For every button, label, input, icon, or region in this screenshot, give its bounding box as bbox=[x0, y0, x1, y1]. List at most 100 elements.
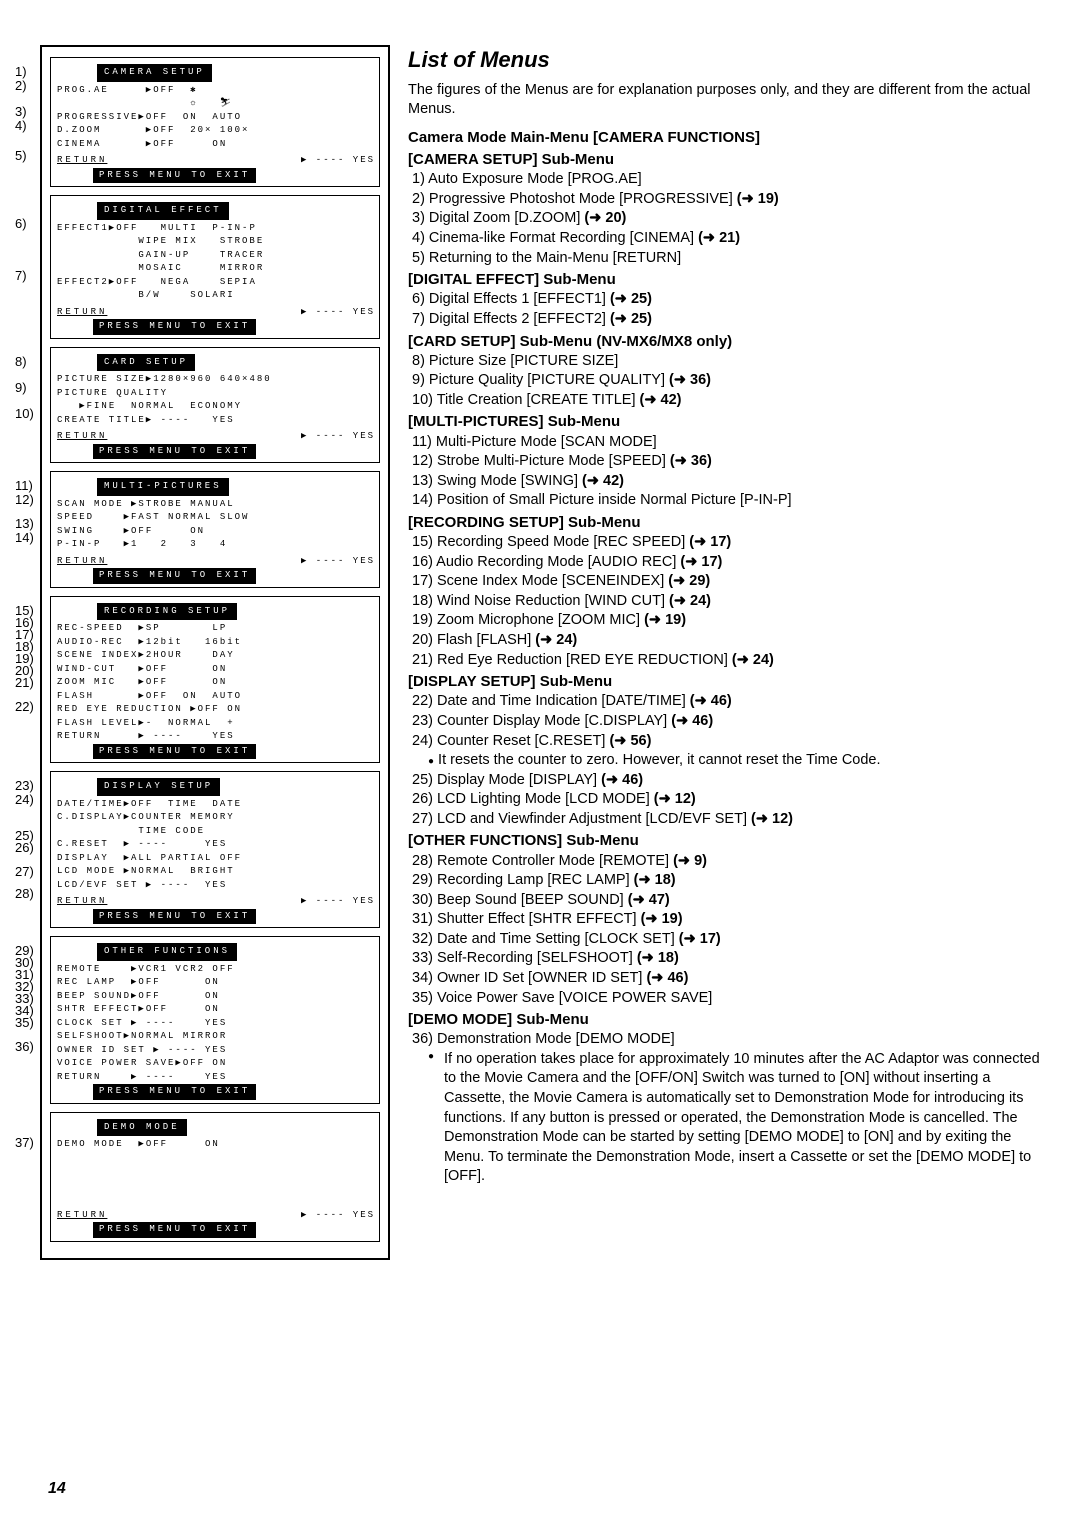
screen-title: DISPLAY SETUP bbox=[97, 778, 220, 796]
callout-number: 37) bbox=[15, 1133, 34, 1153]
menu-row: ☼ ⛷ bbox=[57, 97, 375, 111]
list-item: 3) Digital Zoom [D.ZOOM] (➜ 20) bbox=[408, 209, 1040, 229]
return-yes: ▶ ---- YES bbox=[301, 306, 375, 320]
section-header: [CAMERA SETUP] Sub-Menu bbox=[408, 150, 1040, 170]
menu-row: LCD/EVF SET ▶ ---- YES bbox=[57, 879, 375, 893]
callout-number: 22) bbox=[15, 697, 34, 717]
screen-title: OTHER FUNCTIONS bbox=[97, 943, 237, 961]
return-yes: ▶ ---- YES bbox=[301, 430, 375, 444]
callout-number: 7) bbox=[15, 266, 27, 286]
list-item: 23) Counter Display Mode [C.DISPLAY] (➜ … bbox=[408, 712, 1040, 732]
screen-title: CAMERA SETUP bbox=[97, 64, 212, 82]
title: List of Menus bbox=[408, 45, 1040, 75]
callout-number: 12) bbox=[15, 490, 34, 510]
list-item: 36) Demonstration Mode [DEMO MODE] bbox=[408, 1030, 1040, 1050]
menu-row bbox=[57, 1152, 375, 1166]
screen-title: MULTI-PICTURES bbox=[97, 478, 229, 496]
page-number: 14 bbox=[48, 1480, 66, 1498]
callout-number: 5) bbox=[15, 146, 27, 166]
menu-row: PICTURE SIZE▶1280×960 640×480 bbox=[57, 373, 375, 387]
menu-row bbox=[57, 1179, 375, 1193]
menu-row: DEMO MODE ▶OFF ON bbox=[57, 1138, 375, 1152]
list-item: 5) Returning to the Main-Menu [RETURN] bbox=[408, 249, 1040, 269]
list-item: 1) Auto Exposure Mode [PROG.AE] bbox=[408, 170, 1040, 190]
press-menu-bar: PRESS MENU TO EXIT bbox=[93, 319, 256, 335]
menu-screen: DEMO MODEDEMO MODE ▶OFF ON RETURN▶ ---- … bbox=[50, 1112, 380, 1242]
return-yes: ▶ ---- YES bbox=[301, 1209, 375, 1223]
menu-row: LCD MODE ▶NORMAL BRIGHT bbox=[57, 865, 375, 879]
menu-row: REC LAMP ▶OFF ON bbox=[57, 976, 375, 990]
bullet-note: It resets the counter to zero. However, … bbox=[408, 751, 1040, 771]
menu-row: CINEMA ▶OFF ON bbox=[57, 138, 375, 152]
callout-number: 21) bbox=[15, 673, 34, 693]
callout-number: 9) bbox=[15, 378, 27, 398]
menu-row: SELFSHOOT▶NORMAL MIRROR bbox=[57, 1030, 375, 1044]
list-item: 34) Owner ID Set [OWNER ID SET] (➜ 46) bbox=[408, 969, 1040, 989]
menu-row: ▶FINE NORMAL ECONOMY bbox=[57, 400, 375, 414]
list-item: 22) Date and Time Indication [DATE/TIME]… bbox=[408, 692, 1040, 712]
list-item: 33) Self-Recording [SELFSHOOT] (➜ 18) bbox=[408, 949, 1040, 969]
section-header: [MULTI-PICTURES] Sub-Menu bbox=[408, 412, 1040, 432]
menu-row: REMOTE ▶VCR1 VCR2 OFF bbox=[57, 963, 375, 977]
menu-row: GAIN-UP TRACER bbox=[57, 249, 375, 263]
list-item: 8) Picture Size [PICTURE SIZE] bbox=[408, 352, 1040, 372]
menu-row: CREATE TITLE▶ ---- YES bbox=[57, 414, 375, 428]
list-item: 35) Voice Power Save [VOICE POWER SAVE] bbox=[408, 989, 1040, 1009]
list-item: 21) Red Eye Reduction [RED EYE REDUCTION… bbox=[408, 651, 1040, 671]
demo-note: If no operation takes place for approxim… bbox=[408, 1050, 1040, 1187]
menu-row: DISPLAY ▶ALL PARTIAL OFF bbox=[57, 852, 375, 866]
list-item: 13) Swing Mode [SWING] (➜ 42) bbox=[408, 472, 1040, 492]
menu-screen: MULTI-PICTURESSCAN MODE ▶STROBE MANUALSP… bbox=[50, 471, 380, 588]
list-item: 4) Cinema-like Format Recording [CINEMA]… bbox=[408, 229, 1040, 249]
menu-row: C.DISPLAY▶COUNTER MEMORY bbox=[57, 811, 375, 825]
list-item: 15) Recording Speed Mode [REC SPEED] (➜ … bbox=[408, 533, 1040, 553]
callout-number: 26) bbox=[15, 838, 34, 858]
menu-row: TIME CODE bbox=[57, 825, 375, 839]
menu-screen: DIGITAL EFFECTEFFECT1▶OFF MULTI P-IN-P W… bbox=[50, 195, 380, 339]
list-item: 6) Digital Effects 1 [EFFECT1] (➜ 25) bbox=[408, 290, 1040, 310]
menu-row: P-IN-P ▶1 2 3 4 bbox=[57, 538, 375, 552]
list-item: 18) Wind Noise Reduction [WIND CUT] (➜ 2… bbox=[408, 592, 1040, 612]
section-header: [RECORDING SETUP] Sub-Menu bbox=[408, 513, 1040, 533]
callout-number: 28) bbox=[15, 884, 34, 904]
list-item: 31) Shutter Effect [SHTR EFFECT] (➜ 19) bbox=[408, 910, 1040, 930]
menu-screen: DISPLAY SETUP DATE/TIME▶OFF TIME DATEC.DI… bbox=[50, 771, 380, 928]
return-label: RETURN bbox=[57, 1209, 107, 1223]
callout-number: 6) bbox=[15, 214, 27, 234]
callout-number: 24) bbox=[15, 790, 34, 810]
menu-screen: CAMERA SETUPPROG.AE ▶OFF ✱ ☼ ⛷PROGRESSIV… bbox=[50, 57, 380, 187]
return-label: RETURN bbox=[57, 154, 107, 168]
menu-row: FLASH LEVEL▶- NORMAL + bbox=[57, 717, 375, 731]
list-item: 10) Title Creation [CREATE TITLE] (➜ 42) bbox=[408, 391, 1040, 411]
section-header: [CARD SETUP] Sub-Menu (NV-MX6/MX8 only) bbox=[408, 332, 1040, 352]
menu-screen: OTHER FUNCTIONS REMOTE ▶VCR1 VCR2 OFFREC … bbox=[50, 936, 380, 1104]
list-item: 9) Picture Quality [PICTURE QUALITY] (➜ … bbox=[408, 371, 1040, 391]
return-label: RETURN bbox=[57, 430, 107, 444]
list-item: 14) Position of Small Picture inside Nor… bbox=[408, 491, 1040, 511]
return-label: RETURN bbox=[57, 895, 107, 909]
callout-number: 2) bbox=[15, 76, 27, 96]
press-menu-bar: PRESS MENU TO EXIT bbox=[93, 568, 256, 584]
list-item: 16) Audio Recording Mode [AUDIO REC] (➜ … bbox=[408, 553, 1040, 573]
section-header: [DEMO MODE] Sub-Menu bbox=[408, 1010, 1040, 1030]
menu-row: VOICE POWER SAVE▶OFF ON bbox=[57, 1057, 375, 1071]
section-header: [DIGITAL EFFECT] Sub-Menu bbox=[408, 270, 1040, 290]
menu-row: SCENE INDEX▶2HOUR DAY bbox=[57, 649, 375, 663]
menu-row: RED EYE REDUCTION ▶OFF ON bbox=[57, 703, 375, 717]
menu-row bbox=[57, 1165, 375, 1179]
menu-row: BEEP SOUND▶OFF ON bbox=[57, 990, 375, 1004]
menu-screen: CARD SETUPPICTURE SIZE▶1280×960 640×480P… bbox=[50, 347, 380, 464]
list-item: 2) Progressive Photoshot Mode [PROGRESSI… bbox=[408, 190, 1040, 210]
callout-number: 35) bbox=[15, 1013, 34, 1033]
section-header: [DISPLAY SETUP] Sub-Menu bbox=[408, 672, 1040, 692]
list-item: 25) Display Mode [DISPLAY] (➜ 46) bbox=[408, 771, 1040, 791]
menu-row: DATE/TIME▶OFF TIME DATE bbox=[57, 798, 375, 812]
menu-row: SPEED ▶FAST NORMAL SLOW bbox=[57, 511, 375, 525]
menu-row: REC-SPEED ▶SP LP bbox=[57, 622, 375, 636]
list-item: 24) Counter Reset [C.RESET] (➜ 56) bbox=[408, 732, 1040, 752]
list-item: 27) LCD and Viewfinder Adjustment [LCD/E… bbox=[408, 810, 1040, 830]
list-item: 7) Digital Effects 2 [EFFECT2] (➜ 25) bbox=[408, 310, 1040, 330]
press-menu-bar: PRESS MENU TO EXIT bbox=[93, 1084, 256, 1100]
press-menu-bar: PRESS MENU TO EXIT bbox=[93, 909, 256, 925]
menu-row: RETURN ▶ ---- YES bbox=[57, 730, 375, 744]
